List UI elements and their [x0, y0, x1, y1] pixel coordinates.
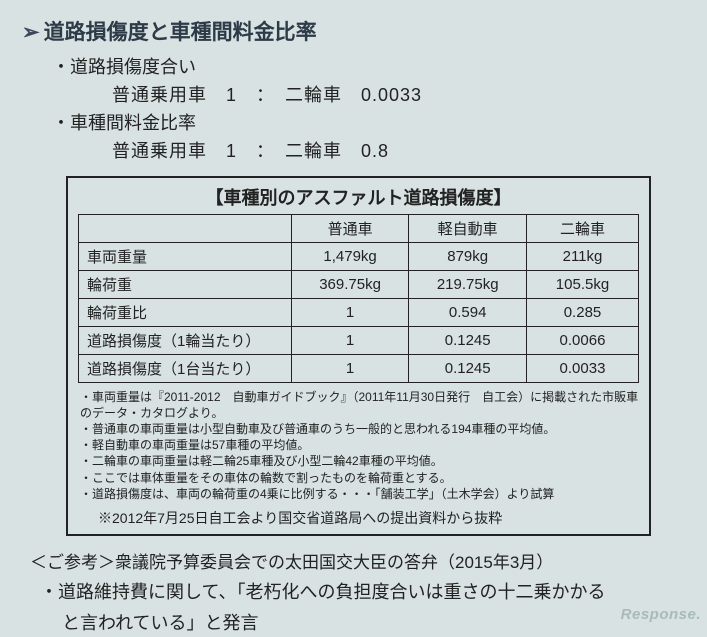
- note-line: ・普通車の車両重量は小型自動車及び普通車のうち一般的と思われる194車種の平均値…: [80, 421, 639, 437]
- table-header: 二輪車: [526, 214, 638, 242]
- sub2-line: 普通乗用車 1 ： 二輪車 0.8: [112, 137, 685, 166]
- sub2-label: ・車種間料金比率: [52, 110, 685, 137]
- sub1-line: 普通乗用車 1 ： 二輪車 0.0033: [112, 81, 685, 110]
- table-cell: 369.75kg: [291, 270, 409, 298]
- table-notes: ・車両重量は『2011-2012 自動車ガイドブック』（2011年11月30日発…: [80, 389, 639, 502]
- table-header: [79, 214, 292, 242]
- heading-text: 道路損傷度と車種間料金比率: [44, 21, 317, 44]
- table-row: 道路損傷度（1台当たり）10.12450.0033: [79, 354, 639, 382]
- table-cell: 0.1245: [409, 326, 527, 354]
- table-header: 軽自動車: [409, 214, 527, 242]
- row-header: 輪荷重: [79, 270, 292, 298]
- row-header: 車両重量: [79, 242, 292, 270]
- table-cell: 0.0066: [526, 326, 638, 354]
- table-cell: 1,479kg: [291, 242, 409, 270]
- reference-body-2: と言われている」と発言: [62, 610, 685, 637]
- table-cell: 1: [291, 354, 409, 382]
- reference-title: ＜ご参考＞衆議院予算委員会での太田国交大臣の答弁（2015年3月）: [30, 550, 685, 576]
- note-line: ・ここでは車体重量をその車体の輪数で割ったものを輪荷重とする。: [80, 470, 639, 486]
- watermark: Response.: [621, 606, 701, 623]
- sub1-label: ・道路損傷度合い: [52, 54, 685, 81]
- table-cell: 0.0033: [526, 354, 638, 382]
- note-line: ・道路損傷度は、車両の輪荷重の4乗に比例する・・・「舗装工学」（土木学会）より試…: [80, 486, 639, 502]
- table-row: 車両重量1,479kg879kg211kg: [79, 242, 639, 270]
- table-cell: 0.1245: [409, 354, 527, 382]
- table-cell: 219.75kg: [409, 270, 527, 298]
- note-line: ・軽自動車の車両重量は57車種の平均値。: [80, 437, 639, 453]
- row-header: 道路損傷度（1台当たり）: [79, 354, 292, 382]
- note-line: ・車両重量は『2011-2012 自動車ガイドブック』（2011年11月30日発…: [80, 389, 639, 421]
- row-header: 輪荷重比: [79, 298, 292, 326]
- table-cell: 0.285: [526, 298, 638, 326]
- heading-arrow: ➢: [22, 21, 40, 44]
- excerpt-line: ※2012年7月25日自工会より国交省道路局への提出資料から抜粋: [98, 508, 639, 528]
- section-heading: ➢道路損傷度と車種間料金比率: [22, 16, 685, 46]
- note-line: ・二輪車の車両重量は軽二輪25車種及び小型二輪42車種の平均値。: [80, 453, 639, 469]
- row-header: 道路損傷度（1輪当たり）: [79, 326, 292, 354]
- reference-body-1: ・道路維持費に関して、「老朽化への負担度合いは重さの十二乗かかる: [40, 579, 685, 606]
- table-cell: 211kg: [526, 242, 638, 270]
- table-header: 普通車: [291, 214, 409, 242]
- table-cell: 0.594: [409, 298, 527, 326]
- table-cell: 1: [291, 326, 409, 354]
- table-row: 道路損傷度（1輪当たり）10.12450.0066: [79, 326, 639, 354]
- table-container: 【車種別のアスファルト道路損傷度】 普通車軽自動車二輪車 車両重量1,479kg…: [66, 176, 651, 536]
- table-cell: 105.5kg: [526, 270, 638, 298]
- table-row: 輪荷重369.75kg219.75kg105.5kg: [79, 270, 639, 298]
- damage-table: 普通車軽自動車二輪車 車両重量1,479kg879kg211kg輪荷重369.7…: [78, 214, 639, 383]
- table-title: 【車種別のアスファルト道路損傷度】: [78, 182, 639, 214]
- table-cell: 1: [291, 298, 409, 326]
- table-row: 輪荷重比10.5940.285: [79, 298, 639, 326]
- table-cell: 879kg: [409, 242, 527, 270]
